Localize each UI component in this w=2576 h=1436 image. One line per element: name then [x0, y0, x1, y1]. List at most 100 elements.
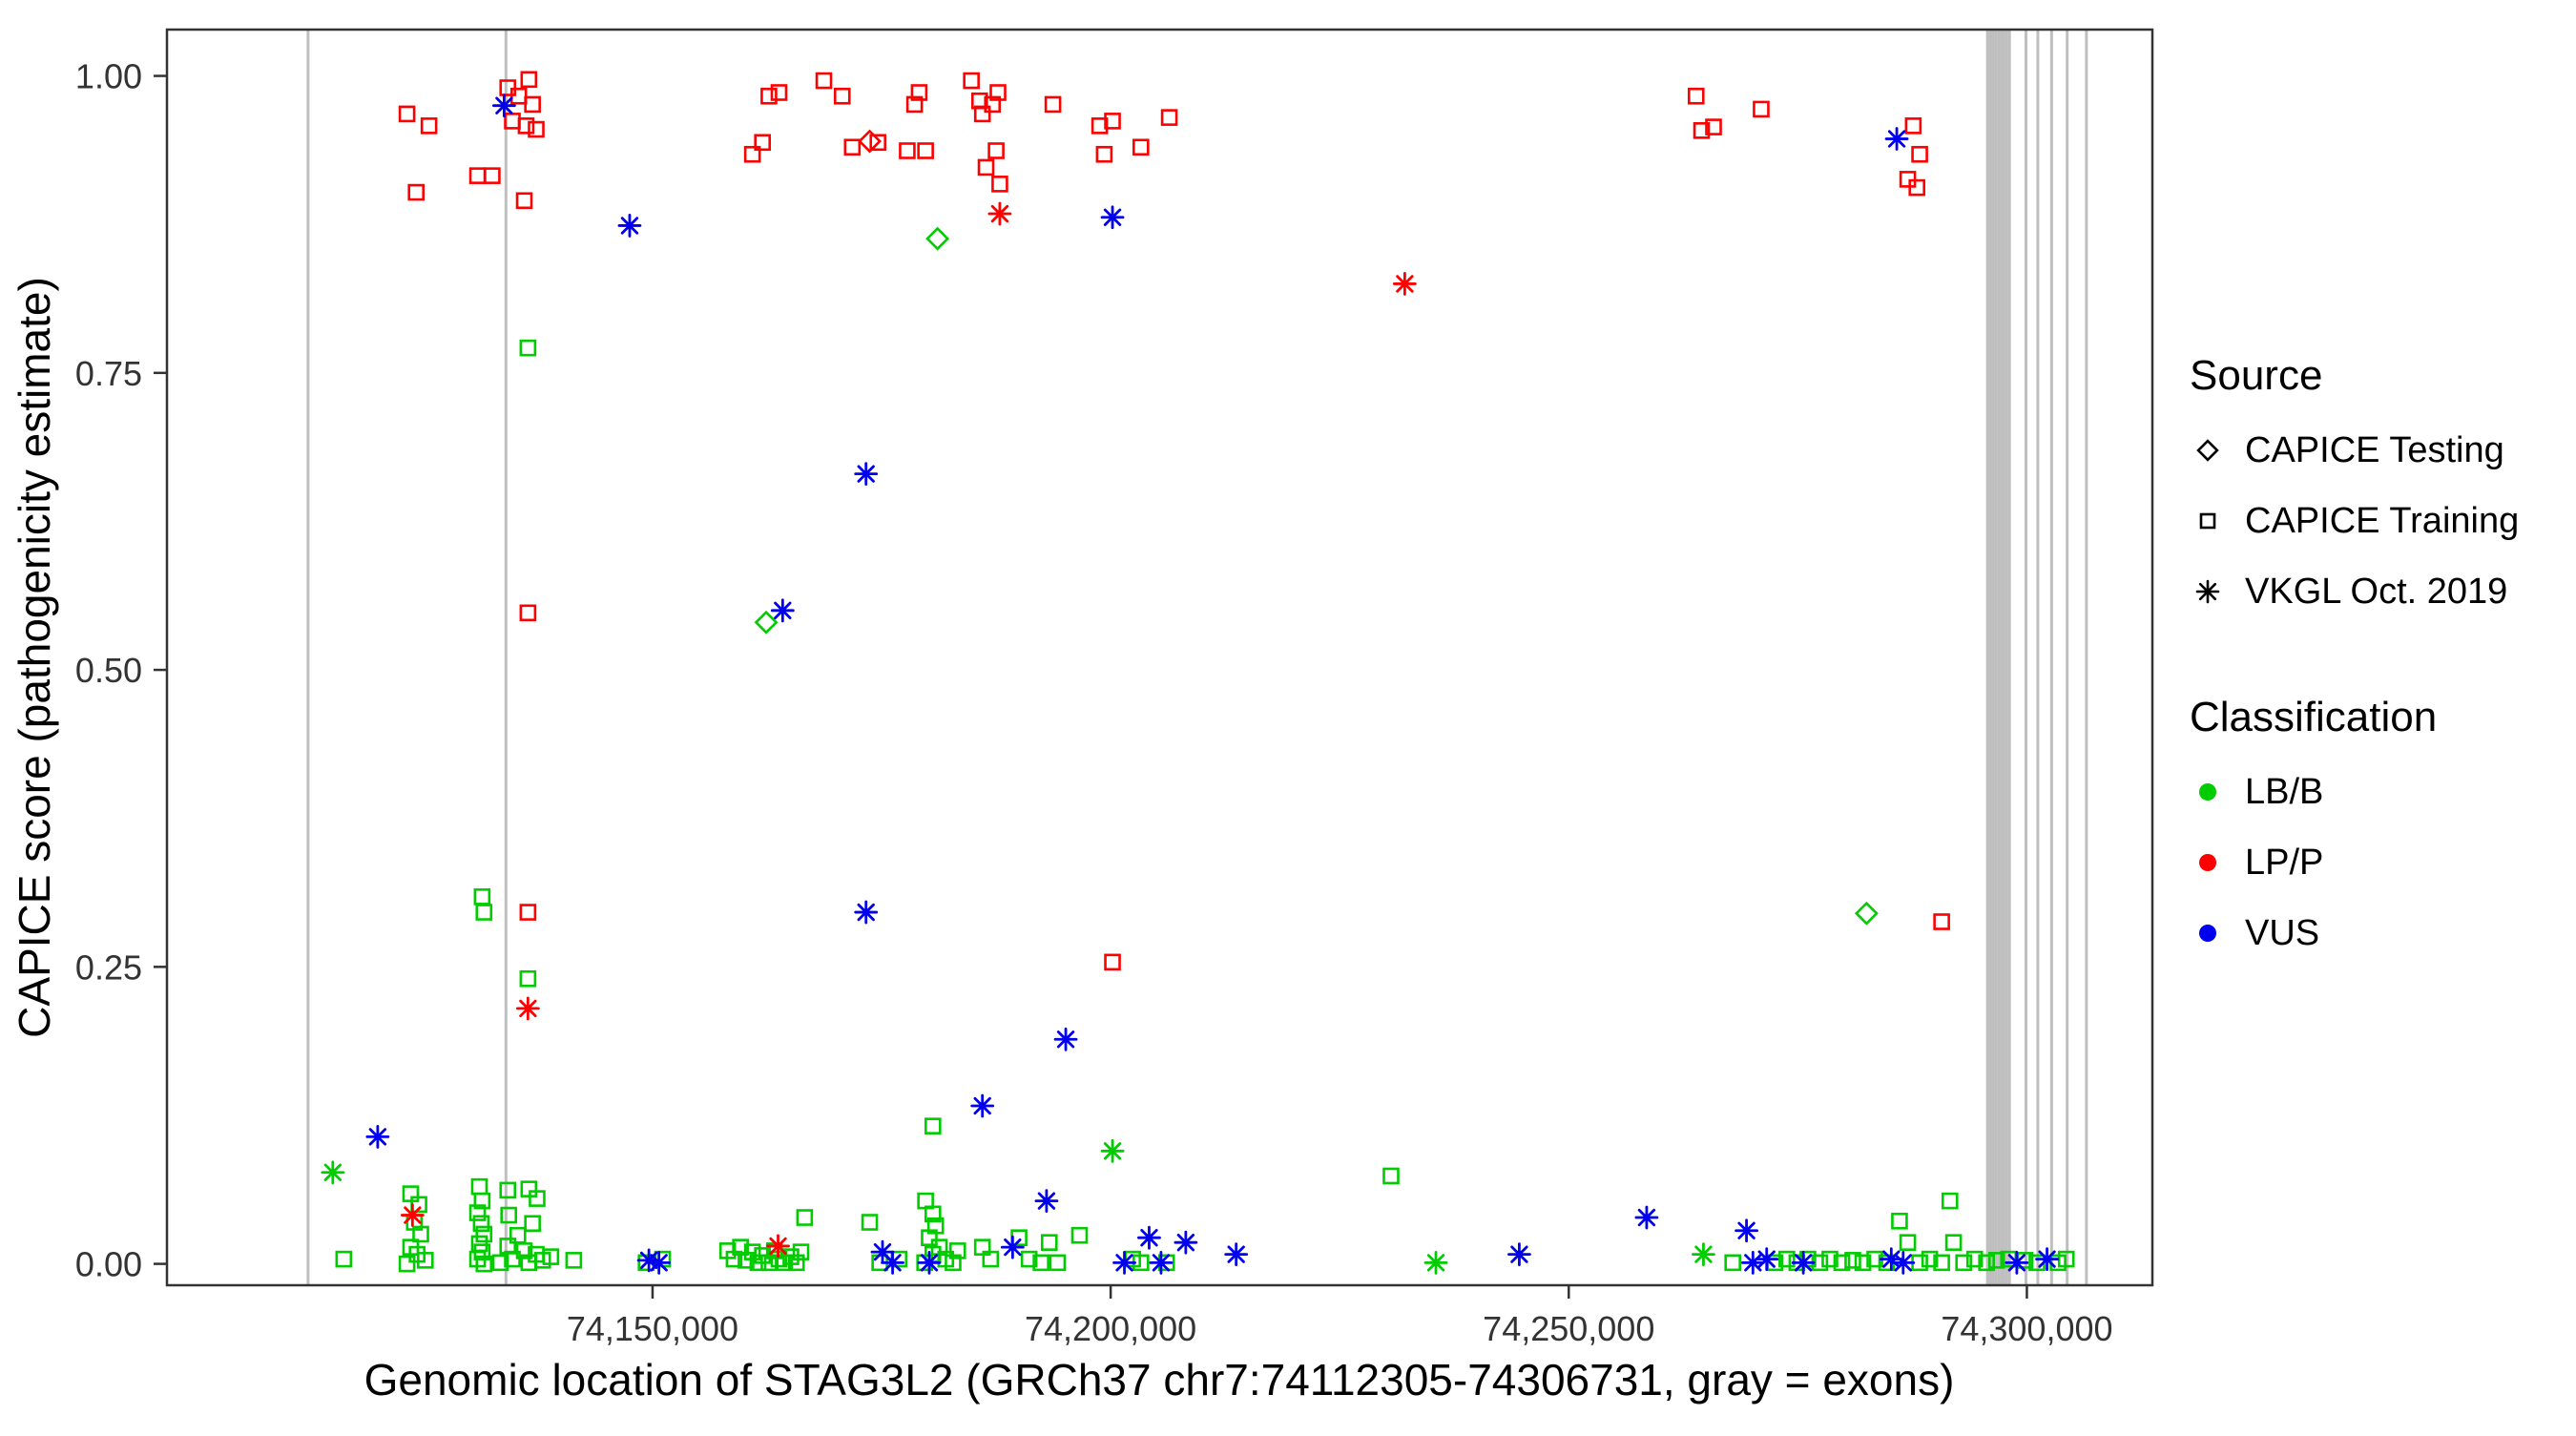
- x-axis-title: Genomic location of STAG3L2 (GRCh37 chr7…: [364, 1355, 1955, 1405]
- data-point: [770, 598, 795, 623]
- data-point: [1944, 1234, 1963, 1251]
- legend-label-vus: VUS: [2245, 912, 2320, 953]
- data-point: [989, 84, 1007, 101]
- data-point: [412, 1225, 429, 1243]
- data-point: [743, 145, 761, 163]
- data-point: [1392, 272, 1417, 296]
- data-point: [870, 1239, 895, 1264]
- plot-panel-border: [165, 28, 2154, 1287]
- data-point: [1740, 1250, 1765, 1275]
- legend-item-capice-testing: CAPICE Testing: [2190, 415, 2571, 486]
- data-point: [504, 1250, 521, 1268]
- data-point: [1692, 1242, 1715, 1267]
- data-point: [500, 1206, 517, 1224]
- data-point: [861, 1214, 879, 1231]
- data-point: [468, 1204, 487, 1221]
- data-point: [754, 134, 772, 152]
- data-point: [1693, 122, 1711, 139]
- data-point: [417, 1252, 434, 1269]
- data-point: [520, 71, 538, 89]
- data-point: [815, 72, 833, 90]
- lpp-dot-icon: [2199, 854, 2216, 871]
- data-point: [945, 1254, 962, 1272]
- data-point: [905, 95, 924, 114]
- data-point: [1987, 1252, 2005, 1269]
- data-point: [1137, 1225, 1161, 1250]
- data-point: [1149, 1250, 1174, 1275]
- data-point: [1070, 1226, 1089, 1244]
- data-point: [1911, 145, 1928, 163]
- legend-label-capice-testing: CAPICE Testing: [2245, 429, 2504, 470]
- data-point: [407, 183, 426, 201]
- data-point: [1507, 1242, 1531, 1267]
- legend-classification-title: Classification: [2190, 694, 2438, 740]
- data-point: [881, 1250, 904, 1275]
- data-point: [743, 1243, 761, 1260]
- svg-text:0.00: 0.00: [75, 1245, 142, 1284]
- data-point: [1112, 1250, 1136, 1275]
- data-point: [542, 1248, 560, 1265]
- data-point: [899, 142, 916, 159]
- data-point: [1884, 127, 1909, 151]
- legend-group-source: Source CAPICE Testing CAPICE Training VK…: [2190, 351, 2571, 627]
- legend-label-vkgl: VKGL Oct. 2019: [2245, 571, 2508, 612]
- data-point: [475, 1225, 493, 1243]
- data-point: [475, 904, 493, 921]
- svg-text:74,200,000: 74,200,000: [1025, 1309, 1196, 1348]
- data-point: [1095, 145, 1113, 163]
- legend-label-lpp: LP/P: [2245, 842, 2324, 883]
- data-point: [2005, 1250, 2029, 1275]
- legend: Source CAPICE Testing CAPICE Training VK…: [2190, 351, 2571, 968]
- data-point: [970, 92, 988, 110]
- data-point: [470, 1177, 488, 1196]
- legend-item-vus: VUS: [2190, 898, 2571, 968]
- data-point: [1044, 95, 1062, 114]
- exon-highlight-lines: [306, 30, 2088, 1285]
- data-point: [1032, 1254, 1049, 1272]
- data-point: [1100, 1138, 1125, 1163]
- data-point: [1755, 1247, 1779, 1272]
- svg-text:74,250,000: 74,250,000: [1483, 1309, 1654, 1348]
- vus-dot-icon: [2199, 925, 2216, 942]
- svg-text:1.00: 1.00: [75, 57, 142, 96]
- data-point: [1010, 1229, 1028, 1246]
- data-point: [475, 1255, 493, 1273]
- data-point: [473, 888, 491, 905]
- data-point: [833, 87, 851, 105]
- data-point: [921, 1229, 938, 1246]
- data-point: [528, 120, 545, 138]
- data-point: [963, 72, 980, 90]
- data-point: [473, 1192, 491, 1210]
- data-point: [1382, 1167, 1400, 1185]
- data-point: [1854, 901, 1879, 926]
- data-point: [1904, 117, 1922, 135]
- data-point: [2057, 1250, 2075, 1268]
- data-points-layer: [321, 71, 2075, 1275]
- data-point: [1899, 1234, 1917, 1251]
- data-point: [420, 117, 438, 135]
- data-point: [1687, 87, 1705, 105]
- asterisk-icon: [2195, 579, 2220, 604]
- data-point: [1791, 1250, 1816, 1275]
- data-point: [565, 1252, 583, 1269]
- data-point: [499, 1238, 517, 1255]
- data-point: [1821, 1250, 1839, 1268]
- data-point: [924, 1205, 942, 1223]
- data-point: [491, 94, 516, 118]
- data-point: [760, 1254, 778, 1272]
- data-point: [1132, 138, 1150, 156]
- y-axis-ticks: 0.00 0.25 0.50 0.75 1.00: [75, 57, 167, 1284]
- data-point: [917, 1250, 942, 1275]
- legend-label-lbb: LB/B: [2245, 771, 2324, 812]
- data-point: [1941, 1192, 1959, 1210]
- diamond-icon: [2196, 439, 2219, 462]
- data-point: [484, 167, 501, 184]
- data-point: [321, 1160, 345, 1185]
- data-point: [1965, 1250, 1984, 1268]
- data-point: [468, 167, 487, 184]
- data-point: [519, 339, 537, 357]
- data-point: [491, 1254, 509, 1272]
- data-point: [948, 1242, 966, 1259]
- x-axis-ticks: 74,150,000 74,200,000 74,250,000 74,300,000: [567, 1285, 2113, 1348]
- svg-text:74,150,000: 74,150,000: [567, 1309, 738, 1348]
